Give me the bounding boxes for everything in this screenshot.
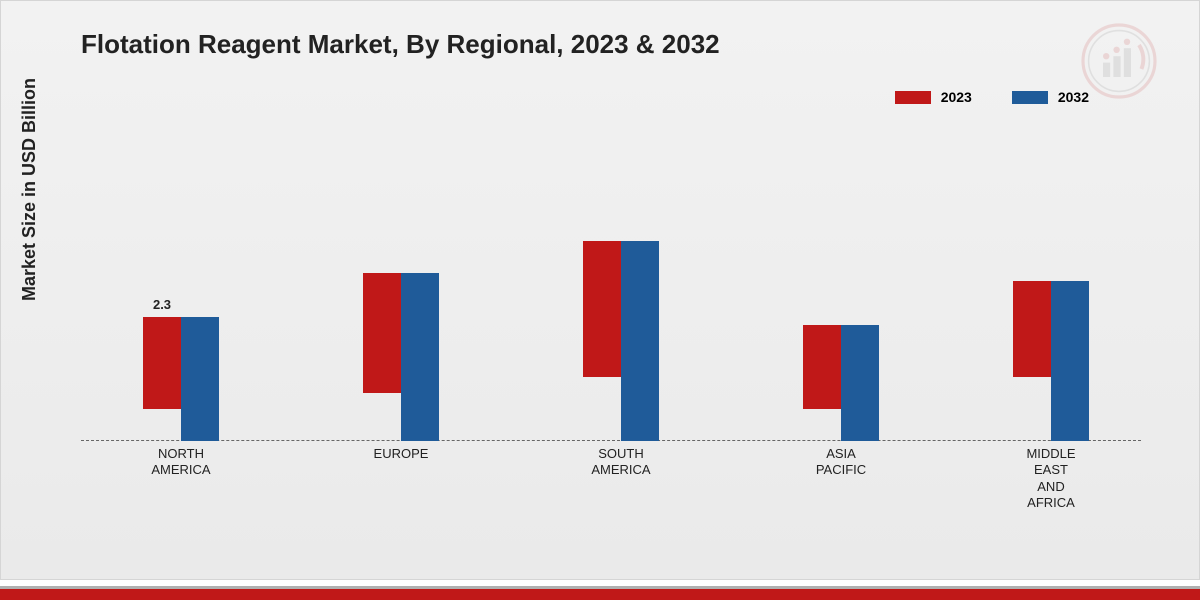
watermark-logo [1079, 21, 1159, 101]
chart-title: Flotation Reagent Market, By Regional, 2… [81, 29, 720, 60]
bar-group [341, 273, 461, 441]
legend-label: 2023 [941, 89, 972, 105]
x-axis-label: SOUTHAMERICA [561, 446, 681, 479]
x-axis-labels: NORTHAMERICA EUROPE SOUTHAMERICA ASIAPACIFI… [81, 446, 1141, 546]
legend: 2023 2032 [895, 89, 1089, 105]
bar-group [781, 325, 901, 441]
bar [401, 273, 439, 441]
x-axis-label: EUROPE [341, 446, 461, 462]
bar [621, 241, 659, 441]
bar [583, 241, 621, 377]
bar [841, 325, 879, 441]
bar-group: 2.3 [121, 317, 241, 441]
bar [363, 273, 401, 393]
bar-group [561, 241, 681, 441]
legend-swatch [1012, 91, 1048, 104]
y-axis-label: Market Size in USD Billion [19, 78, 40, 301]
bar [803, 325, 841, 409]
legend-label: 2032 [1058, 89, 1089, 105]
legend-item: 2032 [1012, 89, 1089, 105]
bar-group [991, 281, 1111, 441]
bar [181, 317, 219, 441]
x-axis-label: MIDDLEEASTANDAFRICA [991, 446, 1111, 511]
chart-container: Flotation Reagent Market, By Regional, 2… [0, 0, 1200, 580]
footer-bar [0, 586, 1200, 600]
x-axis-label: ASIAPACIFIC [781, 446, 901, 479]
bar [1051, 281, 1089, 441]
bar [1013, 281, 1051, 377]
bar-value-label: 2.3 [153, 297, 171, 312]
legend-item: 2023 [895, 89, 972, 105]
bar: 2.3 [143, 317, 181, 409]
plot-area: 2.3 [81, 121, 1141, 441]
x-axis-label: NORTHAMERICA [121, 446, 241, 479]
legend-swatch [895, 91, 931, 104]
